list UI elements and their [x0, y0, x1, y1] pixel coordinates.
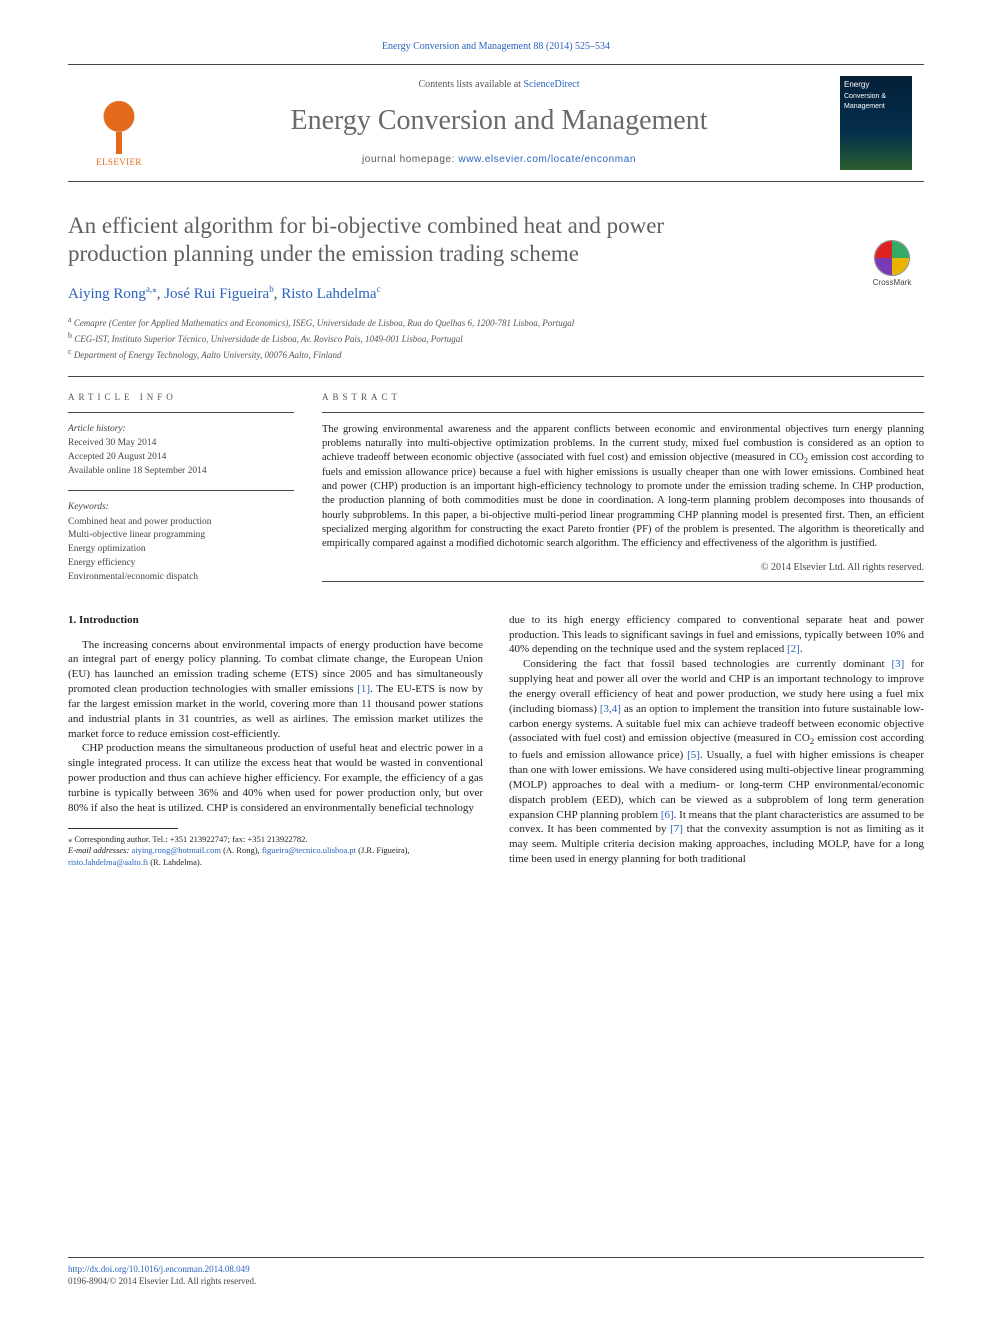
ref-3-link[interactable]: [3]: [891, 658, 904, 670]
affil-a: a Cemapre (Center for Applied Mathematic…: [68, 314, 924, 330]
author-1[interactable]: Aiying Rong: [68, 286, 146, 302]
abstract-heading: ABSTRACT: [322, 391, 924, 403]
author-3[interactable]: Risto Lahdelma: [281, 286, 376, 302]
p4a: Considering the fact that fossil based t…: [523, 658, 891, 670]
affil-c-text: Department of Energy Technology, Aalto U…: [74, 350, 342, 360]
journal-reference: Energy Conversion and Management 88 (201…: [68, 40, 924, 54]
elsevier-text: ELSEVIER: [96, 156, 142, 168]
body-col-right: due to its high energy efficiency compar…: [509, 613, 924, 868]
email-1[interactable]: aiying.rong@hotmail.com: [131, 845, 221, 855]
history-accepted: Accepted 20 August 2014: [68, 451, 294, 464]
ref-2-link[interactable]: [2]: [787, 643, 800, 655]
body-p3: due to its high energy efficiency compar…: [509, 613, 924, 658]
contents-available: Contents lists available at ScienceDirec…: [172, 78, 826, 92]
footnote-line-1: ⁎ Corresponding author. Tel.: +351 21392…: [68, 834, 483, 845]
keyword: Energy optimization: [68, 543, 294, 556]
corresponding-footnote: ⁎ Corresponding author. Tel.: +351 21392…: [68, 834, 483, 868]
abstract-text: The growing environmental awareness and …: [322, 423, 924, 552]
affil-b-text: CEG-IST, Instituto Superior Técnico, Uni…: [74, 334, 462, 344]
elsevier-logo[interactable]: ELSEVIER: [80, 77, 158, 169]
title-line-1: An efficient algorithm for bi-objective …: [68, 213, 664, 238]
ref-6-link[interactable]: [6]: [661, 809, 674, 821]
page-footer: http://dx.doi.org/10.1016/j.enconman.201…: [68, 1257, 924, 1287]
footnote-emails: E-mail addresses: aiying.rong@hotmail.co…: [68, 845, 483, 868]
abstract: ABSTRACT The growing environmental aware…: [322, 391, 924, 584]
abstract-copyright: © 2014 Elsevier Ltd. All rights reserved…: [322, 561, 924, 575]
title-line-2: production planning under the emission t…: [68, 241, 579, 266]
article-info-heading: ARTICLE INFO: [68, 391, 294, 403]
footnote-rule: [68, 828, 178, 829]
body-p1: The increasing concerns about environmen…: [68, 638, 483, 742]
author-3-affil-sup: c: [377, 284, 381, 294]
journal-cover-thumb[interactable]: Energy Conversion & Management: [840, 76, 912, 170]
body-p4: Considering the fact that fossil based t…: [509, 657, 924, 867]
crossmark-icon: [874, 240, 910, 276]
body-col-left: 1. Introduction The increasing concerns …: [68, 613, 483, 868]
homepage-pre: journal homepage:: [362, 154, 458, 165]
keywords-label: Keywords:: [68, 501, 294, 514]
affil-a-text: Cemapre (Center for Applied Mathematics …: [74, 318, 574, 328]
history-online: Available online 18 September 2014: [68, 465, 294, 478]
homepage-link[interactable]: www.elsevier.com/locate/enconman: [458, 154, 636, 165]
keyword: Multi-objective linear programming: [68, 529, 294, 542]
info-abstract-row: ARTICLE INFO Article history: Received 3…: [68, 391, 924, 584]
keyword: Combined heat and power production: [68, 516, 294, 529]
ref-7-link[interactable]: [7]: [670, 823, 683, 835]
p3a: due to its high energy efficiency compar…: [509, 614, 924, 656]
journal-header-bar: ELSEVIER Contents lists available at Sci…: [68, 64, 924, 182]
ref-3-4-link[interactable]: [3,4]: [600, 703, 621, 715]
keyword: Energy efficiency: [68, 557, 294, 570]
journal-ref-link[interactable]: Energy Conversion and Management 88 (201…: [382, 41, 610, 52]
contents-pre: Contents lists available at: [418, 79, 523, 90]
email-3[interactable]: risto.lahdelma@aalto.fi: [68, 857, 148, 867]
issn-line: 0196-8904/© 2014 Elsevier Ltd. All right…: [68, 1275, 924, 1287]
crossmark-label: CrossMark: [873, 278, 912, 287]
rule: [68, 376, 924, 377]
intro-heading: 1. Introduction: [68, 613, 483, 628]
email-label: E-mail addresses:: [68, 845, 129, 855]
body-p2: CHP production means the simultaneous pr…: [68, 741, 483, 815]
history-label: Article history:: [68, 423, 294, 436]
cover-subtitle: Conversion & Management: [844, 92, 908, 111]
ref-1-link[interactable]: [1]: [357, 683, 370, 695]
keyword: Environmental/economic dispatch: [68, 571, 294, 584]
sciencedirect-link[interactable]: ScienceDirect: [523, 79, 579, 90]
homepage-line: journal homepage: www.elsevier.com/locat…: [172, 153, 826, 167]
history-received: Received 30 May 2014: [68, 437, 294, 450]
abs-part-b: emission cost according to fuels and emi…: [322, 452, 924, 549]
affiliations: a Cemapre (Center for Applied Mathematic…: [68, 314, 924, 362]
e3p: (R. Lahdelma).: [148, 857, 202, 867]
e1p: (A. Rong),: [221, 845, 262, 855]
p3b: .: [800, 643, 803, 655]
cover-title: Energy: [844, 80, 908, 91]
doi-link[interactable]: http://dx.doi.org/10.1016/j.enconman.201…: [68, 1264, 250, 1274]
header-center: Contents lists available at ScienceDirec…: [172, 78, 826, 167]
crossmark-badge[interactable]: CrossMark: [860, 240, 924, 289]
ref-5-link[interactable]: [5]: [687, 749, 700, 761]
affil-b: b CEG-IST, Instituto Superior Técnico, U…: [68, 330, 924, 346]
journal-title: Energy Conversion and Management: [172, 102, 826, 140]
paper-title: An efficient algorithm for bi-objective …: [68, 212, 924, 270]
affil-c: c Department of Energy Technology, Aalto…: [68, 346, 924, 362]
email-2[interactable]: figueira@tecnico.ulisboa.pt: [262, 845, 356, 855]
e2p: (J.R. Figueira),: [356, 845, 410, 855]
author-list: Aiying Ronga,⁎, José Rui Figueirab, Rist…: [68, 283, 924, 304]
body-columns: 1. Introduction The increasing concerns …: [68, 613, 924, 868]
elsevier-tree-icon: [89, 90, 149, 156]
article-info: ARTICLE INFO Article history: Received 3…: [68, 391, 294, 584]
author-2[interactable]: José Rui Figueira: [164, 286, 269, 302]
